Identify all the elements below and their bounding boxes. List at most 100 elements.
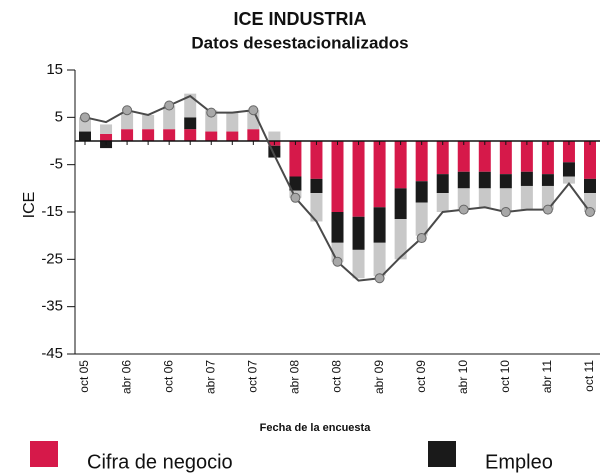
bar-segment	[289, 176, 302, 191]
bar-segment	[562, 162, 575, 177]
line-marker	[374, 273, 385, 284]
line-marker	[290, 192, 301, 203]
y-tick-label: -15	[41, 203, 63, 220]
chart-subtitle: Datos desestacionalizados	[191, 33, 408, 52]
y-tick-label: -25	[41, 250, 63, 267]
bar-segment	[268, 145, 281, 158]
bar-segment	[373, 141, 386, 208]
x-tick-label: oct 09	[414, 360, 428, 393]
bar-segment	[184, 117, 197, 130]
bar-segment	[163, 129, 176, 141]
line-marker	[585, 207, 595, 217]
bar-segment	[584, 141, 596, 179]
bar-segment	[562, 176, 575, 184]
line-marker	[248, 105, 259, 116]
bar-segment	[247, 110, 260, 130]
bar-segment	[394, 188, 407, 220]
legend-label: Cifra de negocio	[87, 451, 233, 473]
x-axis-label: Fecha de la encuesta	[260, 422, 372, 434]
y-tick-label: -35	[41, 298, 63, 315]
bar-segment	[499, 174, 512, 189]
bar-segment	[373, 207, 386, 243]
bar-segment	[436, 141, 449, 175]
line-marker	[164, 100, 175, 111]
bar-segment	[415, 181, 428, 203]
y-axis-label: ICE	[21, 192, 38, 219]
line-marker	[206, 107, 217, 118]
bar-segment	[394, 219, 407, 260]
bar-segment	[499, 188, 512, 212]
bar-segment	[331, 212, 344, 243]
bar-segment	[436, 174, 449, 194]
y-tick-label: 5	[55, 108, 63, 125]
bar-segment	[520, 171, 533, 186]
x-tick-label: oct 06	[161, 360, 175, 393]
line-marker	[80, 112, 90, 123]
line-marker	[122, 105, 133, 116]
bar-segment	[310, 178, 323, 194]
bar-segment	[205, 131, 218, 141]
bar-segment	[310, 141, 323, 179]
bar-segment	[226, 131, 239, 141]
bar-segment	[499, 141, 512, 175]
bar-segment	[331, 141, 344, 212]
bar-segment	[457, 188, 470, 210]
x-tick-label: oct 05	[77, 360, 91, 393]
x-tick-label: abr 09	[372, 360, 386, 394]
bar-segment	[163, 105, 176, 130]
x-tick-label: oct 07	[246, 360, 260, 393]
y-tick-label: -5	[50, 156, 63, 173]
bar-segment	[79, 131, 91, 141]
bar-segment	[478, 141, 491, 172]
bar-segment	[142, 114, 155, 130]
bar-segment	[100, 124, 113, 134]
x-tick-label: abr 08	[288, 360, 302, 394]
x-tick-label: abr 07	[203, 360, 217, 394]
bar-segment	[415, 141, 428, 182]
bar-segment	[100, 133, 113, 141]
bar-segment	[520, 185, 533, 210]
bar-segment	[520, 141, 533, 172]
line-marker	[416, 233, 427, 244]
bar-segment	[373, 242, 386, 276]
legend-swatch	[30, 441, 58, 467]
bar-segment	[457, 141, 470, 172]
bar-segment	[541, 174, 554, 186]
bar-segment	[268, 131, 281, 141]
bar-segment	[478, 171, 491, 189]
bar-segment	[394, 141, 407, 189]
y-tick-label: -45	[41, 345, 63, 362]
x-tick-label: abr 06	[119, 360, 133, 394]
bar-segment	[226, 112, 239, 132]
legend-label: Empleo	[485, 451, 553, 473]
y-tick-label: 15	[46, 61, 63, 78]
bar-segment	[457, 171, 470, 189]
bar-segment	[436, 193, 449, 212]
legend-swatch	[428, 441, 456, 467]
bar-segment	[541, 185, 554, 210]
bar-segment	[541, 141, 554, 175]
x-tick-label: oct 08	[330, 360, 344, 393]
line-marker	[542, 204, 553, 215]
bar-segment	[562, 141, 575, 163]
bar-segment	[352, 141, 365, 217]
bar-segment	[352, 249, 365, 279]
x-tick-label: oct 11	[582, 360, 596, 392]
bar-segment	[289, 141, 302, 177]
line-marker	[332, 256, 343, 267]
line-marker	[500, 207, 511, 217]
bar-segment	[478, 188, 491, 208]
bar-segment	[184, 129, 197, 141]
chart-title: ICE INDUSTRIA	[233, 9, 366, 29]
bar-segment	[121, 129, 134, 141]
bar-segment	[415, 202, 428, 236]
x-tick-label: oct 10	[498, 360, 512, 393]
x-tick-label: abr 11	[540, 360, 554, 393]
bar-segment	[142, 129, 155, 141]
bar-segment	[121, 112, 134, 130]
bar-segment	[310, 193, 323, 222]
x-tick-label: abr 10	[456, 360, 470, 394]
bar-segment	[247, 129, 260, 141]
bar-segment	[352, 216, 365, 250]
